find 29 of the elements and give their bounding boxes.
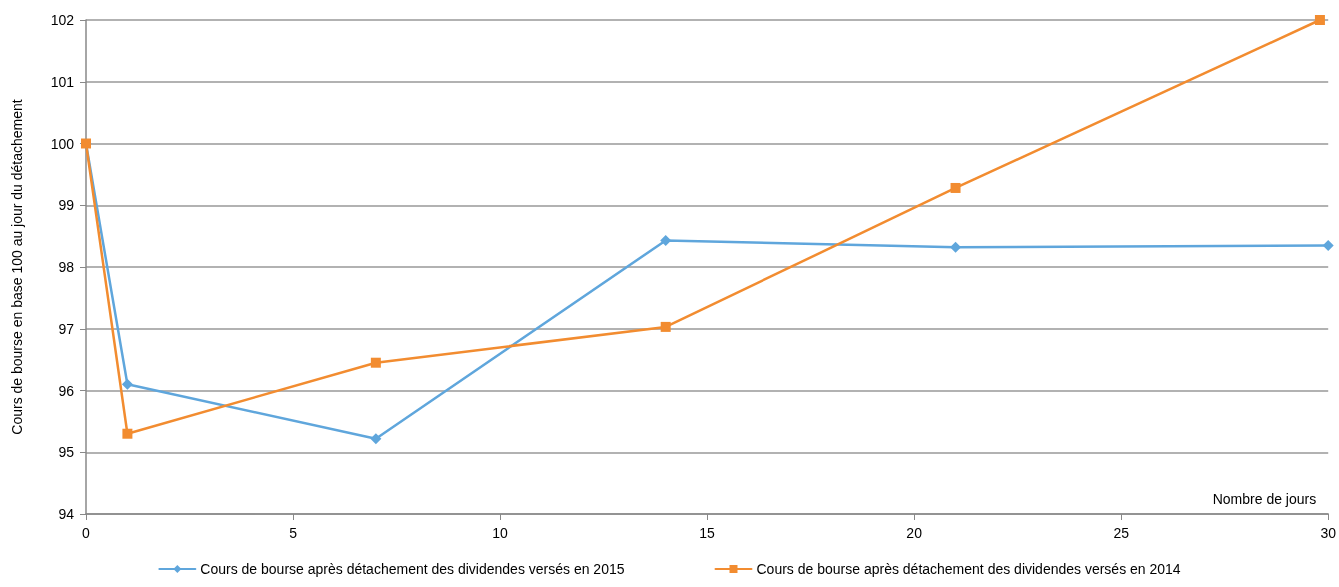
x-axis-title: Nombre de jours [1212,491,1317,507]
y-tick-label: 99 [58,197,75,214]
y-tick-label: 95 [58,444,75,461]
x-tick-label: 15 [699,525,716,541]
x-tick-label: 10 [492,525,509,541]
y-axis-title: Cours de bourse en base 100 au jour du détachement [9,99,25,435]
x-tick-label: 20 [906,525,923,541]
y-tick-label: 100 [50,135,75,152]
y-tick-label: 94 [58,506,75,522]
point [660,234,672,246]
point [122,428,133,439]
y-tick-label: 96 [58,382,75,399]
point [121,378,133,390]
point [950,182,961,193]
legend-label: Cours de bourse après détachement des dividendes versés en 2015 [200,561,625,577]
point [1314,15,1325,25]
point [370,433,382,445]
y-tick-label: 98 [58,259,75,275]
point [1322,239,1334,251]
y-tick-label: 101 [50,73,75,90]
y-tick-label: 97 [58,320,75,337]
y-tick-label: 102 [50,12,75,28]
point [370,357,381,368]
legend-label: Cours de bourse après détachement des dividendes versés en 2014 [756,561,1181,577]
x-tick-label: 0 [82,525,91,541]
x-tick-label: 25 [1113,525,1130,541]
point [660,321,671,332]
x-tick-label: 5 [289,525,298,541]
x-tick-label: 30 [1320,525,1337,541]
